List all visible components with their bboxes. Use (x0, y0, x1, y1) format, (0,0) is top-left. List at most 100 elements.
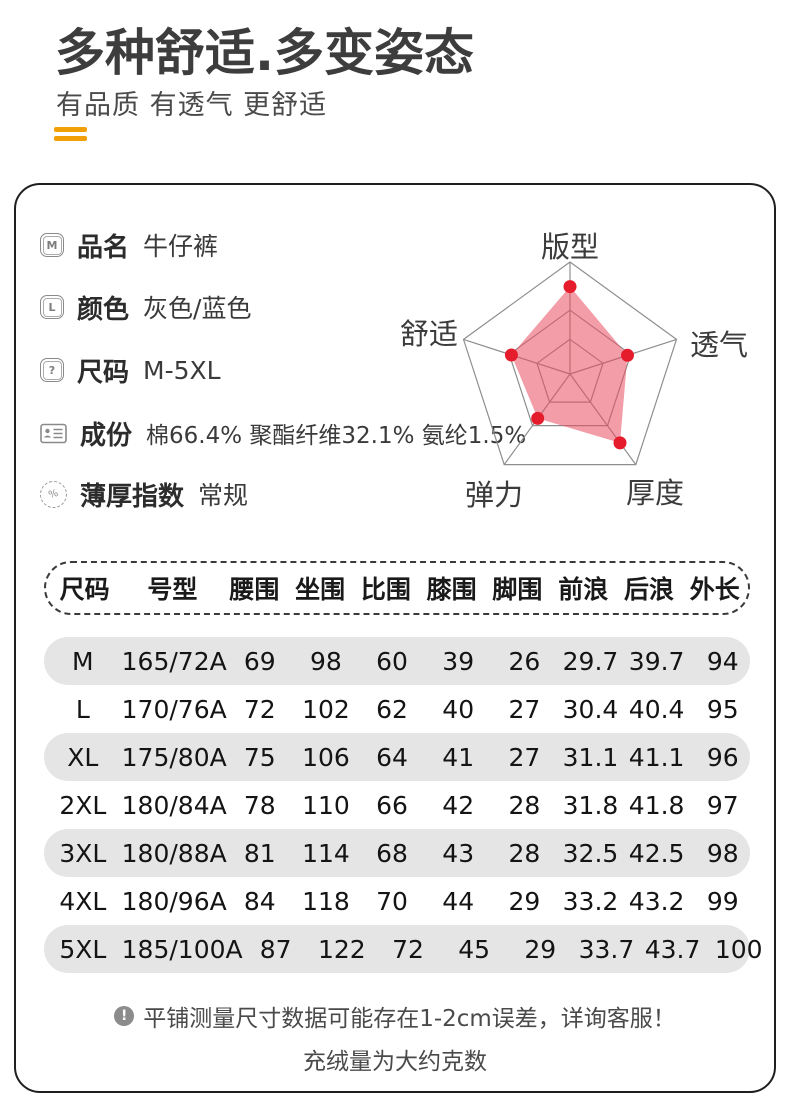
table-cell: 98 (310, 646, 342, 676)
radar-data-point (504, 348, 518, 362)
table-cell: 33.7 (578, 934, 635, 964)
table-cell: 62 (376, 694, 408, 724)
table-cell: 110 (302, 790, 350, 820)
table-cell: 44 (442, 886, 475, 916)
table-cell: 180/88A (121, 838, 227, 868)
accent-bars (54, 127, 87, 145)
size-table-header: 尺码 号型 腰围 坐围 比围 膝围 脚围 前浪 后浪 外长 (44, 561, 750, 615)
l-badge-icon: L (40, 295, 64, 319)
table-cell: L (75, 694, 90, 724)
table-cell: 97 (706, 790, 739, 820)
table-cell: 96 (706, 742, 739, 772)
table-cell: 170/76A (121, 694, 227, 724)
question-badge-icon: ? (40, 358, 64, 382)
table-cell: 102 (302, 694, 350, 724)
radar-axis-label: 厚度 (626, 476, 685, 510)
table-cell: 27 (508, 742, 541, 772)
table-cell: 175/80A (121, 742, 227, 772)
table-cell: 45 (458, 934, 491, 964)
alert-icon: ! (114, 1006, 135, 1026)
info-label: 成份 (80, 420, 133, 451)
table-cell: 39 (442, 646, 475, 676)
table-cell: 99 (706, 886, 739, 916)
radar-data-point (613, 436, 627, 450)
table-cell: 165/72A (121, 646, 227, 676)
radar-axis-label: 舒适 (400, 317, 459, 351)
table-cell: 66 (376, 790, 408, 820)
table-cell: 180/96A (121, 886, 227, 916)
page-title: 多种舒适.多变姿态 (55, 24, 474, 82)
table-cell: 118 (302, 886, 350, 916)
table-header-cell: 前浪 (558, 575, 609, 604)
table-header-cell: 比围 (360, 575, 411, 604)
info-item-thickness: % 薄厚指数 常规 (36, 476, 249, 512)
table-cell: 2XL (59, 790, 107, 820)
table-cell: 69 (243, 646, 276, 676)
size-table-body: M 165/72A 69 98 60 39 26 29.7 39.7 94 L 170/76A 72 10… (44, 637, 763, 973)
table-cell: 33.2 (562, 886, 619, 916)
m-badge-icon: M (40, 233, 64, 257)
info-item-product-name: M 品名 牛仔裤 (40, 229, 219, 263)
fill-weight-note: 充绒量为大约克数 (303, 1049, 487, 1075)
table-cell: 68 (376, 838, 408, 868)
table-row: 5XL 185/100A 87 122 72 45 29 33.7 43.7 100 (44, 925, 763, 973)
table-cell: 72 (392, 934, 424, 964)
table-header-cell: 脚围 (492, 575, 543, 604)
info-value: 牛仔裤 (143, 232, 219, 261)
info-value: 常规 (198, 481, 249, 510)
info-item-size: ? 尺码 M-5XL (40, 354, 221, 388)
measure-note: ! 平铺测量尺寸数据可能存在1-2cm误差，详询客服！ (114, 999, 676, 1033)
table-cell: 27 (508, 694, 541, 724)
table-cell: 29.7 (562, 646, 619, 676)
table-header-cell: 腰围 (229, 575, 280, 604)
page-subtitle: 有品质 有透气 更舒适 (56, 90, 328, 121)
table-row: 2XL 180/84A 78 110 66 42 28 31.8 41.8 97 (44, 781, 750, 829)
table-cell: 39.7 (628, 646, 685, 676)
table-cell: 40.4 (628, 694, 685, 724)
table-header-cell: 外长 (689, 575, 740, 604)
table-cell: 43.7 (644, 934, 701, 964)
table-cell: 43 (442, 838, 475, 868)
table-cell: 98 (706, 838, 739, 868)
accent-bar (54, 136, 87, 141)
table-row: 3XL 180/88A 81 114 68 43 28 32.5 42.5 98 (44, 829, 750, 877)
table-cell: 31.1 (562, 742, 619, 772)
table-cell: 32.5 (562, 838, 619, 868)
table-cell: 95 (706, 694, 739, 724)
table-cell: 29 (508, 886, 541, 916)
table-header-cell: 膝围 (426, 575, 477, 604)
percent-stamp-icon: % (36, 476, 71, 512)
table-cell: 75 (243, 742, 276, 772)
table-row: M 165/72A 69 98 60 39 26 29.7 39.7 94 (44, 637, 750, 685)
info-item-color: L 颜色 灰色/蓝色 (40, 291, 252, 325)
card-footer: ! 平铺测量尺寸数据可能存在1-2cm误差，详询客服！ 充绒量为大约克数 (16, 999, 774, 1076)
accent-bar (54, 127, 87, 132)
table-cell: 29 (524, 934, 557, 964)
table-cell: 30.4 (562, 694, 619, 724)
table-cell: 42 (442, 790, 475, 820)
table-header-cell: 坐围 (295, 575, 346, 604)
table-cell: 5XL (59, 934, 107, 964)
info-label: 品名 (77, 232, 130, 263)
table-cell: 78 (243, 790, 276, 820)
table-cell: 43.2 (628, 886, 685, 916)
radar-axis-label: 透气 (690, 328, 749, 362)
table-cell: 26 (508, 646, 541, 676)
radar-svg (462, 261, 678, 466)
table-cell: 31.8 (562, 790, 619, 820)
table-cell: 180/84A (121, 790, 227, 820)
table-cell: 114 (302, 838, 350, 868)
measure-note-text: 平铺测量尺寸数据可能存在1-2cm误差，详询客服！ (143, 1006, 676, 1032)
info-label: 薄厚指数 (80, 481, 185, 512)
table-cell: 41.1 (628, 742, 685, 772)
table-cell: 100 (714, 934, 763, 964)
radar-chart: 版型 透气 厚度 弹力 舒适 (392, 202, 772, 512)
table-cell: 4XL (59, 886, 107, 916)
table-cell: 122 (317, 934, 366, 964)
info-value: 灰色/蓝色 (143, 294, 252, 323)
table-cell: 41 (442, 742, 475, 772)
table-cell: 28 (508, 838, 541, 868)
table-header-cell: 后浪 (623, 575, 674, 604)
info-label: 尺码 (77, 357, 130, 388)
